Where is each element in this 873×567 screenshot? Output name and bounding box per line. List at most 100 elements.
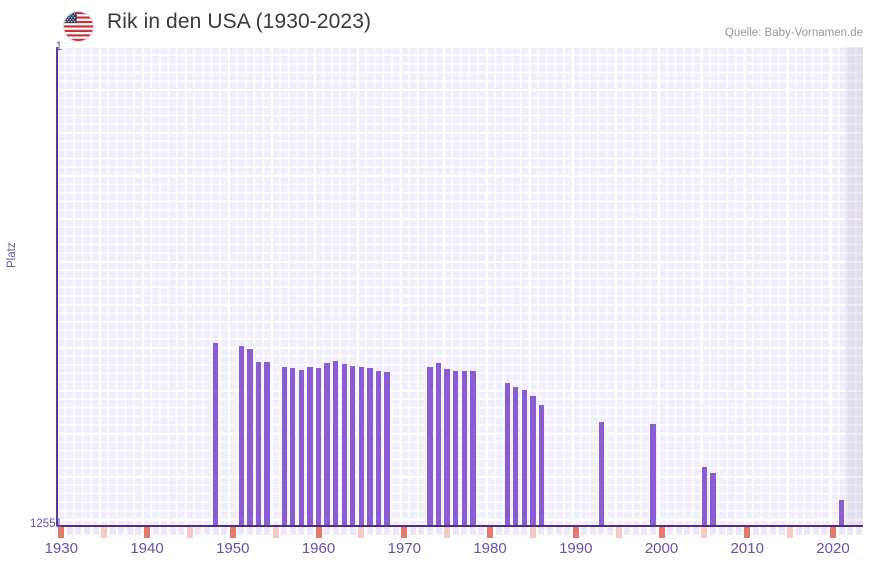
bar-1976[interactable] [453,370,459,526]
x-axis-tick-1954 [264,527,271,535]
x-axis-tick-1985 [529,527,536,538]
bar-1985[interactable] [530,395,536,526]
bar-1960[interactable] [315,367,322,526]
x-axis-tick-2004 [692,527,699,535]
bar-1963[interactable] [341,364,347,526]
x-axis-tick-1978 [469,527,476,535]
bar-1965[interactable] [358,366,365,526]
no-data-shaded-region [845,47,863,526]
x-axis-tick-2022 [847,527,854,535]
x-axis-tick-1961 [324,527,331,535]
x-axis-tick-1945 [186,527,193,538]
bar-1951[interactable] [238,346,244,526]
x-axis-line [57,525,863,527]
x-axis-label-1930: 1930 [44,540,78,557]
x-axis-tick-2018 [812,527,819,535]
page-title: Rik in den USA (1930-2023) [107,10,372,33]
us-flag-icon [63,11,94,42]
bar-1966[interactable] [367,367,373,526]
bar-1993[interactable] [598,422,605,526]
x-axis-tick-1952 [246,527,253,535]
x-axis-tick-1948 [212,527,219,535]
bar-1999[interactable] [650,423,656,526]
bar-1961[interactable] [324,362,330,526]
bar-2021[interactable] [838,499,845,526]
bar-1986[interactable] [538,405,545,526]
x-axis-tick-1942 [161,527,168,535]
x-axis-tick-1987 [547,527,554,535]
bar-1957[interactable] [290,367,296,526]
x-axis-tick-1979 [478,527,485,535]
y-axis-tick-bottom: 12551 [30,518,62,530]
source-attribution: Quelle: Baby-Vornamen.de [724,27,863,39]
x-axis-tick-1977 [461,527,468,535]
x-axis-tick-1984 [521,527,528,535]
x-axis-tick-1986 [538,527,545,535]
x-axis-tick-1999 [649,527,656,535]
x-axis-tick-2012 [761,527,768,535]
x-axis-tick-2006 [709,527,716,535]
bar-2005[interactable] [701,466,708,526]
x-axis-tick-2021 [838,527,845,535]
bar-1975[interactable] [444,368,450,526]
x-axis-label-2000: 2000 [644,540,679,557]
bar-series [57,47,863,526]
x-axis-tick-2007 [718,527,725,535]
x-axis-tick-2003 [684,527,691,535]
x-axis-tick-1968 [384,527,391,535]
y-axis-title: Platz [6,242,18,268]
bar-1958[interactable] [298,370,305,526]
x-axis-tick-1950 [229,527,236,538]
x-axis-tick-1947 [204,527,211,535]
x-axis-tick-1997 [632,527,639,535]
x-axis-tick-1974 [435,527,442,535]
x-axis-tick-2008 [727,527,734,535]
x-axis-tick-2001 [667,527,674,535]
bar-1974[interactable] [435,363,442,526]
bar-1952[interactable] [247,348,253,526]
bar-1954[interactable] [264,362,270,526]
x-axis-tick-1988 [555,527,562,535]
x-axis-tick-1946 [195,527,202,535]
bar-2006[interactable] [710,473,716,526]
x-axis-tick-1935 [101,527,108,538]
bar-1956[interactable] [281,367,287,526]
bar-1953[interactable] [255,362,262,526]
x-axis-label-1970: 1970 [387,540,421,557]
bar-1978[interactable] [470,371,476,526]
bar-1962[interactable] [333,360,339,526]
x-axis-tick-1963 [341,527,348,535]
x-axis-tick-2002 [675,527,682,535]
x-axis-tick-1966 [366,527,373,535]
bar-1973[interactable] [427,366,433,526]
bar-1977[interactable] [461,371,467,526]
bar-1968[interactable] [384,372,390,526]
x-axis-tick-1944 [178,527,185,535]
x-axis-tick-2010 [744,527,751,538]
x-axis-tick-1976 [452,527,459,535]
bar-1948[interactable] [212,343,219,526]
x-axis-tick-1932 [75,527,82,535]
bar-1984[interactable] [521,389,527,526]
x-axis-tick-2014 [778,527,785,535]
x-axis-tick-1980 [487,527,493,538]
bar-1982[interactable] [504,383,510,526]
x-axis-tick-1939 [135,527,142,535]
bar-1959[interactable] [307,366,313,526]
x-axis-tick-1930 [58,527,65,538]
bar-1967[interactable] [375,371,382,526]
x-axis-tick-1994 [607,527,614,535]
x-axis-label-1940: 1940 [130,540,164,557]
x-axis-tick-1981 [495,527,502,535]
plot-area [57,47,863,526]
x-axis-tick-1975 [444,527,451,538]
x-axis-label-1980: 1980 [473,540,507,557]
x-axis-tick-1996 [624,527,631,535]
x-axis-tick-1956 [281,527,288,535]
bar-1983[interactable] [513,386,519,526]
x-axis-tick-1998 [641,527,648,535]
x-axis-tick-1982 [504,527,511,535]
x-axis-tick-1992 [589,527,596,535]
x-axis-tick-1972 [418,527,425,535]
bar-1964[interactable] [350,365,356,526]
